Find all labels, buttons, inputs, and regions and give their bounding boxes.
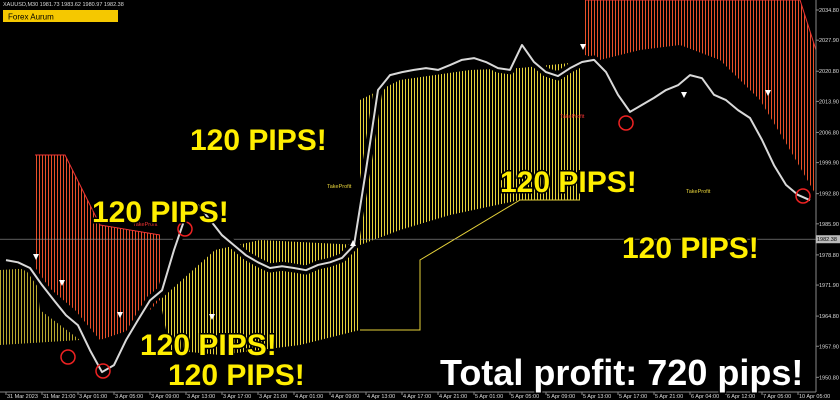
pips-annotation: 120 PIPS! xyxy=(168,359,305,392)
buy-band xyxy=(360,62,580,245)
badge-bg xyxy=(3,10,118,22)
x-tick-label: 4 Apr 17:00 xyxy=(403,394,431,400)
y-tick-label: 1964.80 xyxy=(819,314,839,320)
take-profit-label: TakeProfit xyxy=(560,114,585,120)
y-tick-label: 1957.90 xyxy=(819,344,839,350)
sell-band xyxy=(35,155,160,340)
current-price-box xyxy=(816,235,840,244)
x-tick-label: 4 Apr 13:00 xyxy=(367,394,395,400)
buy-band xyxy=(0,268,80,345)
y-tick-label: 2006.80 xyxy=(819,130,839,136)
y-tick-label: 1985.90 xyxy=(819,222,839,228)
pips-annotation: 120 PIPS! xyxy=(190,124,327,157)
y-tick-label: 2034.80 xyxy=(819,8,839,14)
x-tick-label: 5 Apr 05:00 xyxy=(511,394,539,400)
sell-band xyxy=(585,0,816,195)
y-tick-label: 2020.80 xyxy=(819,69,839,75)
badge: Forex Aurum xyxy=(8,13,54,22)
y-tick-label: 1992.80 xyxy=(819,192,839,198)
x-tick-label: 31 Mar 21:00 xyxy=(43,394,75,400)
x-tick-label: 5 Apr 01:00 xyxy=(475,394,503,400)
x-tick-label: 5 Apr 09:00 xyxy=(547,394,575,400)
x-tick-label: 3 Apr 13:00 xyxy=(187,394,215,400)
x-tick-label: 3 Apr 21:00 xyxy=(259,394,287,400)
x-tick-label: 4 Apr 09:00 xyxy=(331,394,359,400)
y-tick-label: 2013.90 xyxy=(819,99,839,105)
take-profit-label: TakeProfit xyxy=(686,189,711,195)
x-tick-label: 7 Apr 05:00 xyxy=(763,394,791,400)
x-tick-label: 10 Apr 05:00 xyxy=(799,394,830,400)
exit-markers xyxy=(60,115,811,379)
y-tick-label: 1950.80 xyxy=(819,375,839,381)
y-tick-label: 1971.90 xyxy=(819,283,839,289)
y-tick-label: 2027.90 xyxy=(819,38,839,44)
x-tick-label: 6 Apr 04:00 xyxy=(691,394,719,400)
x-tick-label: 5 Apr 21:00 xyxy=(655,394,683,400)
chart-title: XAUUSD,M30 1981.73 1983.62 1980.97 1982.… xyxy=(3,2,124,8)
pips-annotation: 120 PIPS! xyxy=(622,232,759,265)
y-tick-label: 1999.90 xyxy=(819,161,839,167)
total-profit: Total profit: 720 pips! xyxy=(440,352,803,393)
pips-annotation: 120 PIPS! xyxy=(140,329,277,362)
current-price-label: 1982.38 xyxy=(817,237,837,243)
price-line xyxy=(5,43,811,374)
pips-annotation: 120 PIPS! xyxy=(500,166,637,199)
take-profit-label: TakeProfit xyxy=(327,184,352,190)
band-edge xyxy=(360,199,580,331)
x-tick-label: 3 Apr 09:00 xyxy=(151,394,179,400)
x-tick-label: 3 Apr 05:00 xyxy=(115,394,143,400)
x-tick-label: 5 Apr 17:00 xyxy=(619,394,647,400)
pips-annotation: 120 PIPS! xyxy=(92,196,229,229)
take-profit-label: TakeProfit xyxy=(133,222,158,228)
x-tick-label: 5 Apr 13:00 xyxy=(583,394,611,400)
x-tick-label: 6 Apr 12:00 xyxy=(727,394,755,400)
x-tick-label: 4 Apr 01:00 xyxy=(295,394,323,400)
x-tick-label: 4 Apr 21:00 xyxy=(439,394,467,400)
y-tick-label: 1978.80 xyxy=(819,253,839,259)
signal-arrows xyxy=(33,44,771,320)
x-tick-label: 3 Apr 01:00 xyxy=(79,394,107,400)
band-edge xyxy=(585,0,817,51)
x-tick-label: 3 Apr 17:00 xyxy=(223,394,251,400)
plot xyxy=(0,9,819,395)
x-tick-label: 31 Mar 2023 xyxy=(7,394,38,400)
band-edge xyxy=(35,154,161,236)
